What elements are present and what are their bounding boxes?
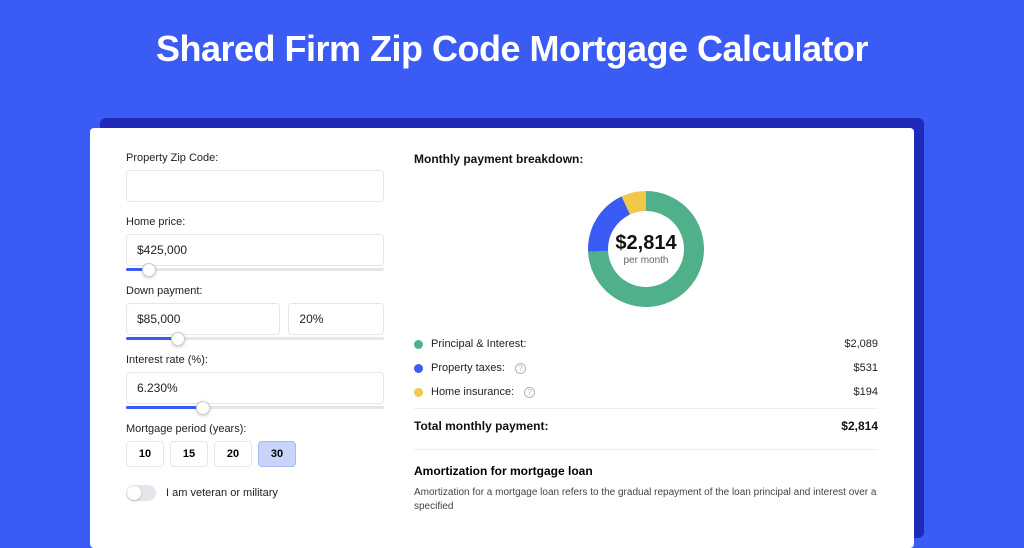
rate-input[interactable] [126, 372, 384, 404]
form-column: Property Zip Code: Home price: Down paym… [126, 152, 384, 524]
info-icon[interactable]: ? [524, 387, 535, 398]
total-row: Total monthly payment: $2,814 [414, 408, 878, 433]
home-price-slider[interactable] [126, 268, 384, 271]
down-payment-slider-thumb[interactable] [171, 332, 185, 346]
calculator-card: Property Zip Code: Home price: Down paym… [90, 128, 914, 548]
rate-field: Interest rate (%): [126, 354, 384, 409]
legend-label: Property taxes: [431, 362, 505, 374]
home-price-field: Home price: [126, 216, 384, 271]
period-button-20[interactable]: 20 [214, 441, 252, 467]
page-title: Shared Firm Zip Code Mortgage Calculator [0, 0, 1024, 88]
rate-slider-thumb[interactable] [196, 401, 210, 415]
amortization-text: Amortization for a mortgage loan refers … [414, 486, 878, 514]
period-button-30[interactable]: 30 [258, 441, 296, 467]
legend-value: $531 [854, 362, 878, 374]
donut-sub: per month [615, 255, 676, 266]
down-payment-slider[interactable] [126, 337, 384, 340]
legend-label: Principal & Interest: [431, 338, 526, 350]
legend-dot [414, 340, 423, 349]
legend-dot [414, 388, 423, 397]
legend-row: Property taxes:? $531 [414, 356, 878, 380]
info-icon[interactable]: ? [515, 363, 526, 374]
legend: Principal & Interest: $2,089 Property taxe… [414, 332, 878, 404]
legend-row: Home insurance:? $194 [414, 380, 878, 404]
donut-amount: $2,814 [615, 232, 676, 255]
zip-input[interactable] [126, 170, 384, 202]
home-price-slider-thumb[interactable] [142, 263, 156, 277]
legend-value: $2,089 [844, 338, 878, 350]
veteran-row: I am veteran or military [126, 485, 384, 501]
breakdown-column: Monthly payment breakdown: $2,814 per mo… [414, 152, 878, 524]
period-button-15[interactable]: 15 [170, 441, 208, 467]
legend-value: $194 [854, 386, 878, 398]
down-payment-label: Down payment: [126, 285, 384, 297]
legend-row: Principal & Interest: $2,089 [414, 332, 878, 356]
zip-label: Property Zip Code: [126, 152, 384, 164]
rate-slider[interactable] [126, 406, 384, 409]
home-price-label: Home price: [126, 216, 384, 228]
down-payment-pct-input[interactable] [288, 303, 384, 335]
veteran-label: I am veteran or military [166, 487, 278, 499]
legend-dot [414, 364, 423, 373]
total-label: Total monthly payment: [414, 419, 548, 433]
zip-field: Property Zip Code: [126, 152, 384, 202]
period-label: Mortgage period (years): [126, 423, 384, 435]
donut-chart: $2,814 per month [414, 174, 878, 324]
amortization-section: Amortization for mortgage loan Amortizat… [414, 449, 878, 514]
donut-center: $2,814 per month [615, 232, 676, 266]
down-payment-field: Down payment: [126, 285, 384, 340]
veteran-toggle[interactable] [126, 485, 156, 501]
legend-label: Home insurance: [431, 386, 514, 398]
period-field: Mortgage period (years): 10152030 [126, 423, 384, 467]
amortization-title: Amortization for mortgage loan [414, 464, 878, 478]
down-payment-input[interactable] [126, 303, 280, 335]
home-price-input[interactable] [126, 234, 384, 266]
rate-label: Interest rate (%): [126, 354, 384, 366]
total-value: $2,814 [841, 419, 878, 433]
period-button-10[interactable]: 10 [126, 441, 164, 467]
breakdown-title: Monthly payment breakdown: [414, 152, 878, 166]
veteran-toggle-knob [127, 486, 141, 500]
